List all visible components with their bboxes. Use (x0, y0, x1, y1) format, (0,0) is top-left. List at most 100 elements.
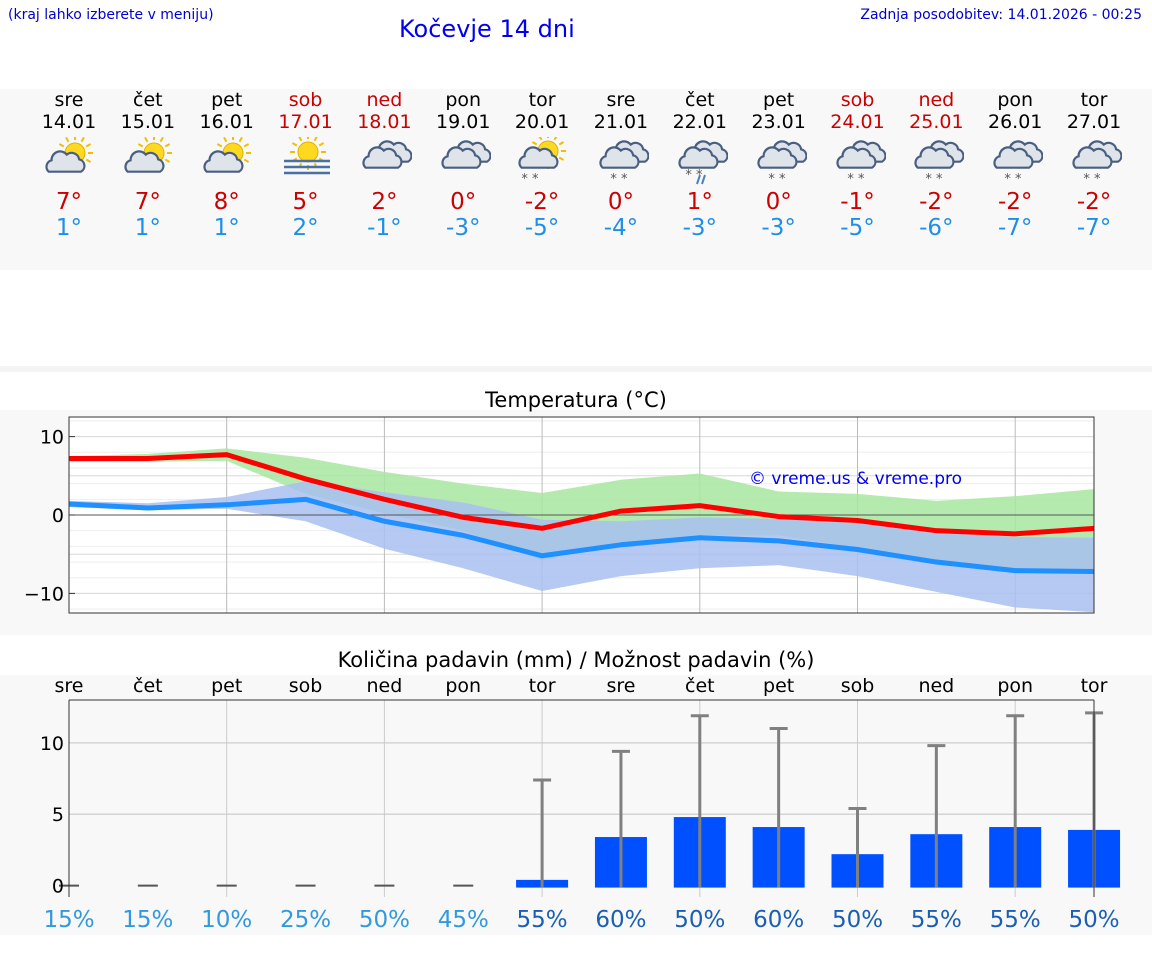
max-temperature: 0° (450, 189, 477, 215)
cloud-sleet-icon: * * (678, 140, 728, 185)
y-tick-label: 0 (52, 505, 64, 527)
cloud-snow-icon: * * (599, 140, 649, 185)
y-tick-label: 0 (52, 876, 64, 898)
day-date: 20.01 (514, 111, 570, 133)
day-date: 18.01 (357, 111, 412, 133)
precipitation-probability: 50% (832, 907, 883, 933)
max-temperature: 7° (134, 189, 161, 215)
precipitation-probability: 15% (43, 907, 94, 933)
day-name: pet (763, 89, 795, 111)
precipitation-probability: 45% (438, 907, 489, 933)
min-temperature-line (68, 496, 1095, 574)
weekday-label: pon (445, 675, 481, 697)
day-date: 17.01 (278, 111, 333, 133)
weekday-label: pon (997, 675, 1033, 697)
max-temperature: 7° (55, 189, 83, 215)
day-name: ned (918, 89, 955, 111)
y-tick-label: 5 (52, 804, 64, 826)
svg-text:* *: * * (768, 172, 786, 185)
day-name: tor (528, 89, 556, 111)
day-forecast: tor 27.01 * * -2° -7° (1055, 89, 1133, 241)
sun-cloud-icon (45, 137, 93, 173)
cloud-snow-icon: * * (993, 140, 1044, 185)
day-forecast: sre 14.01 7° 1° (30, 89, 108, 241)
precipitation-probability: 10% (201, 907, 252, 933)
min-temperature: -7° (1076, 215, 1112, 241)
y-tick-label: 10 (40, 733, 64, 755)
precipitation-probability: 55% (911, 907, 962, 933)
precipitation-chart-title: Količina padavin (mm) / Možnost padavin … (337, 648, 815, 672)
day-forecast: pet 23.01 * * 0° -3° (740, 89, 818, 241)
cloud-snow-icon: * * (914, 140, 965, 185)
precipitation-probability: 25% (280, 907, 331, 933)
precipitation-probability: 50% (1068, 907, 1119, 933)
svg-text:* *: * * (1005, 172, 1023, 185)
svg-text:* *: * * (926, 172, 944, 185)
min-temperature: -1° (367, 215, 402, 241)
day-forecast: sob 24.01 * * -1° -5° (819, 89, 897, 241)
max-temperature: 2° (371, 189, 398, 215)
day-name: sob (288, 89, 323, 111)
weekday-label: ned (367, 675, 403, 697)
weekday-label: sre (606, 675, 635, 697)
min-temperature: -5° (524, 215, 560, 241)
day-date: 23.01 (751, 111, 806, 133)
day-date: 25.01 (909, 111, 964, 133)
sun-cloud-icon (203, 137, 251, 173)
min-temperature-range (69, 481, 1095, 613)
temperature-chart: 10 0 −10 © vreme.us & vreme.pro (24, 416, 1095, 614)
day-date: 26.01 (987, 111, 1043, 133)
svg-text:* *: * * (1083, 172, 1101, 185)
day-forecast: tor 20.01 * * -2° -5° (503, 89, 581, 241)
cloudy-icon (362, 140, 413, 169)
max-temperature: -2° (1076, 189, 1112, 215)
weekday-label: pet (211, 675, 242, 697)
precipitation-probability: 55% (517, 907, 568, 933)
day-name: ned (366, 89, 403, 111)
precipitation-probability: 50% (359, 907, 410, 933)
precipitation-probability: 15% (122, 907, 173, 933)
temperature-chart-title: Temperatura (°C) (485, 388, 667, 412)
day-forecast: pet 16.01 8° 1° (188, 89, 266, 241)
day-date: 15.01 (120, 111, 176, 133)
min-temperature: -3° (446, 215, 481, 241)
max-temperature: 0° (765, 189, 792, 215)
precipitation-chart: sre čet pet sob ned pon tor sre čet pet sob ned pon t… (40, 675, 1121, 933)
precipitation-probability: 60% (595, 907, 646, 933)
weekday-label: pet (763, 675, 794, 697)
day-forecast: pon 19.01 0° -3° (424, 89, 502, 241)
last-updated: Zadnja posodobitev: 14.01.2026 - 00:25 (860, 7, 1142, 23)
location-hint: (kraj lahko izberete v meniju) (8, 7, 214, 23)
max-temperature: -1° (840, 189, 875, 215)
day-date: 21.01 (593, 111, 649, 133)
min-temperature: 2° (292, 215, 319, 241)
precipitation-probability: 55% (990, 907, 1041, 933)
max-temperature: 1° (686, 189, 713, 215)
day-name: sre (606, 89, 636, 111)
y-tick-label: −10 (24, 583, 64, 605)
max-temperature: -2° (997, 189, 1033, 215)
cloud-snow-icon: * * (835, 140, 886, 185)
weekday-label: čet (685, 675, 715, 697)
svg-text:* *: * * (610, 172, 628, 185)
max-temperature: 0° (607, 189, 634, 215)
weekday-label: sob (841, 675, 875, 697)
day-name: pet (211, 89, 243, 111)
day-name: pon (997, 89, 1034, 111)
day-date: 14.01 (41, 111, 97, 133)
watermark: © vreme.us & vreme.pro (749, 469, 962, 489)
y-tick-label: 10 (40, 427, 64, 449)
sun-cloud-snow-icon: * * (518, 137, 567, 185)
min-temperature: 1° (134, 215, 161, 241)
day-date: 27.01 (1066, 111, 1122, 133)
day-name: čet (133, 89, 163, 111)
day-forecast: čet 15.01 7° 1° (109, 89, 187, 241)
min-temperature: 1° (55, 215, 83, 241)
weekday-label: tor (529, 675, 556, 697)
weekday-label: sob (289, 675, 323, 697)
min-temperature: 1° (213, 215, 240, 241)
day-date: 24.01 (830, 111, 885, 133)
max-temperature: 8° (213, 189, 240, 215)
forecast-band (0, 89, 1152, 270)
day-name: sob (840, 89, 875, 111)
